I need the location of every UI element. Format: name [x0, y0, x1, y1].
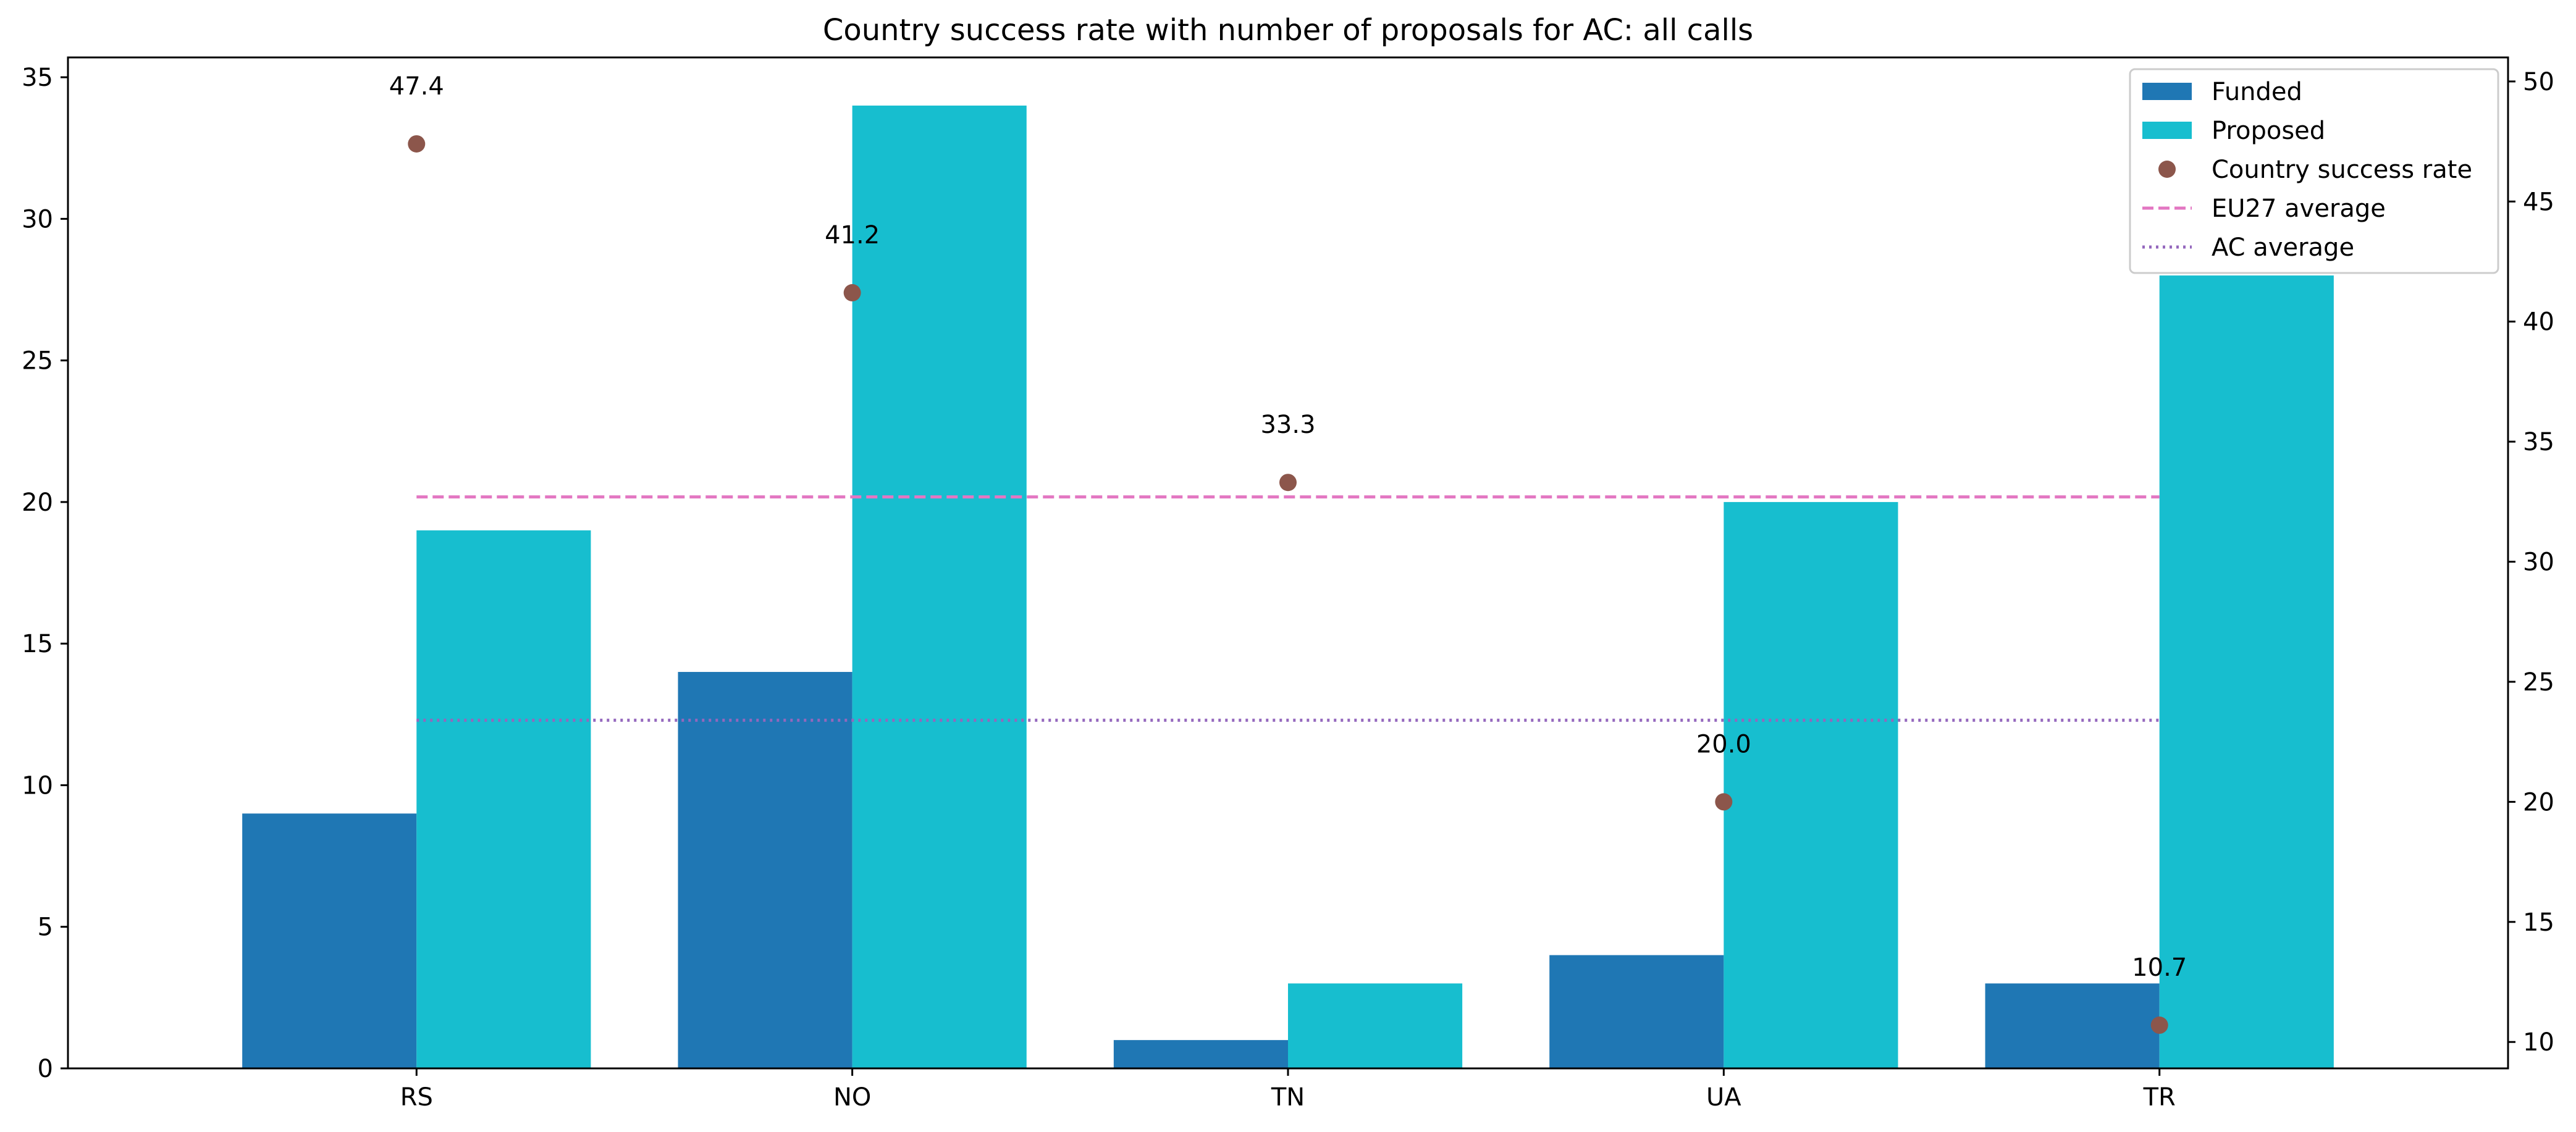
success-rate-point-tr — [2150, 1017, 2168, 1034]
legend-label-proposed: Proposed — [2212, 117, 2325, 145]
legend-label-ac-average: AC average — [2212, 233, 2354, 262]
right-y-tick-label-15: 15 — [2523, 908, 2554, 937]
legend-label-eu27-average: EU27 average — [2212, 195, 2386, 223]
bar-funded-no — [678, 672, 852, 1068]
x-tick-label-ua: UA — [1706, 1083, 1741, 1112]
data-labels: 47.4 41.2 33.3 20.0 10.7 — [389, 72, 2187, 982]
success-rate-point-no — [843, 284, 861, 302]
plot-area — [242, 105, 2334, 1069]
success-rate-label-ua: 20.0 — [1696, 730, 1751, 758]
legend-label-country-success-rate: Country success rate — [2212, 156, 2472, 184]
left-y-tick-label-30: 30 — [22, 205, 53, 233]
left-y-tick-label-5: 5 — [38, 913, 53, 942]
axes: RS NO TN UA TR 0 5 10 15 20 25 30 35 10 15 20 25 30 35 40 45… — [22, 64, 2554, 1112]
success-rate-point-rs — [408, 135, 426, 153]
legend-box — [2129, 68, 2499, 274]
bar-funded-tn — [1113, 1040, 1288, 1068]
bar-proposed-tr — [2159, 275, 2334, 1069]
bar-proposed-no — [852, 105, 1027, 1068]
legend: Funded Proposed Country success rate EU27 a… — [2129, 68, 2499, 274]
legend-label-funded: Funded — [2212, 78, 2302, 106]
bar-proposed-ua — [1724, 501, 1898, 1068]
legend-swatch-funded — [2142, 83, 2192, 100]
right-y-tick-label-35: 35 — [2523, 428, 2554, 456]
left-y-tick-label-20: 20 — [22, 488, 53, 517]
x-tick-label-no: NO — [833, 1083, 871, 1112]
right-y-tick-label-40: 40 — [2523, 308, 2554, 337]
legend-marker-country-success-rate — [2158, 161, 2176, 178]
right-y-tick-label-25: 25 — [2523, 668, 2554, 697]
right-y-tick-label-30: 30 — [2523, 548, 2554, 577]
legend-swatch-proposed — [2142, 122, 2192, 139]
left-y-tick-label-25: 25 — [22, 347, 53, 375]
bar-funded-tr — [1985, 983, 2160, 1068]
bar-proposed-rs — [416, 530, 591, 1068]
right-y-tick-label-10: 10 — [2523, 1028, 2554, 1057]
bar-funded-rs — [242, 813, 417, 1068]
chart-title: Country success rate with number of prop… — [823, 13, 1753, 48]
left-y-tick-label-0: 0 — [38, 1055, 53, 1083]
bar-proposed-tn — [1288, 983, 1463, 1068]
left-y-tick-label-10: 10 — [22, 771, 53, 800]
success-rate-point-tn — [1279, 474, 1297, 492]
x-tick-label-tn: TN — [1271, 1083, 1305, 1112]
success-rate-label-no: 41.2 — [825, 221, 880, 249]
success-rate-point-ua — [1715, 793, 1733, 811]
left-y-tick-label-35: 35 — [22, 64, 53, 92]
success-rate-label-tn: 33.3 — [1260, 411, 1315, 439]
right-y-tick-label-45: 45 — [2523, 188, 2554, 216]
bar-funded-ua — [1549, 955, 1724, 1068]
success-rate-label-tr: 10.7 — [2132, 954, 2187, 982]
left-y-tick-label-15: 15 — [22, 630, 53, 658]
right-y-tick-label-50: 50 — [2523, 68, 2554, 96]
x-tick-label-rs: RS — [400, 1083, 433, 1112]
right-y-tick-label-20: 20 — [2523, 788, 2554, 816]
success-rate-label-rs: 47.4 — [389, 72, 444, 101]
x-tick-label-tr: TR — [2143, 1083, 2176, 1112]
